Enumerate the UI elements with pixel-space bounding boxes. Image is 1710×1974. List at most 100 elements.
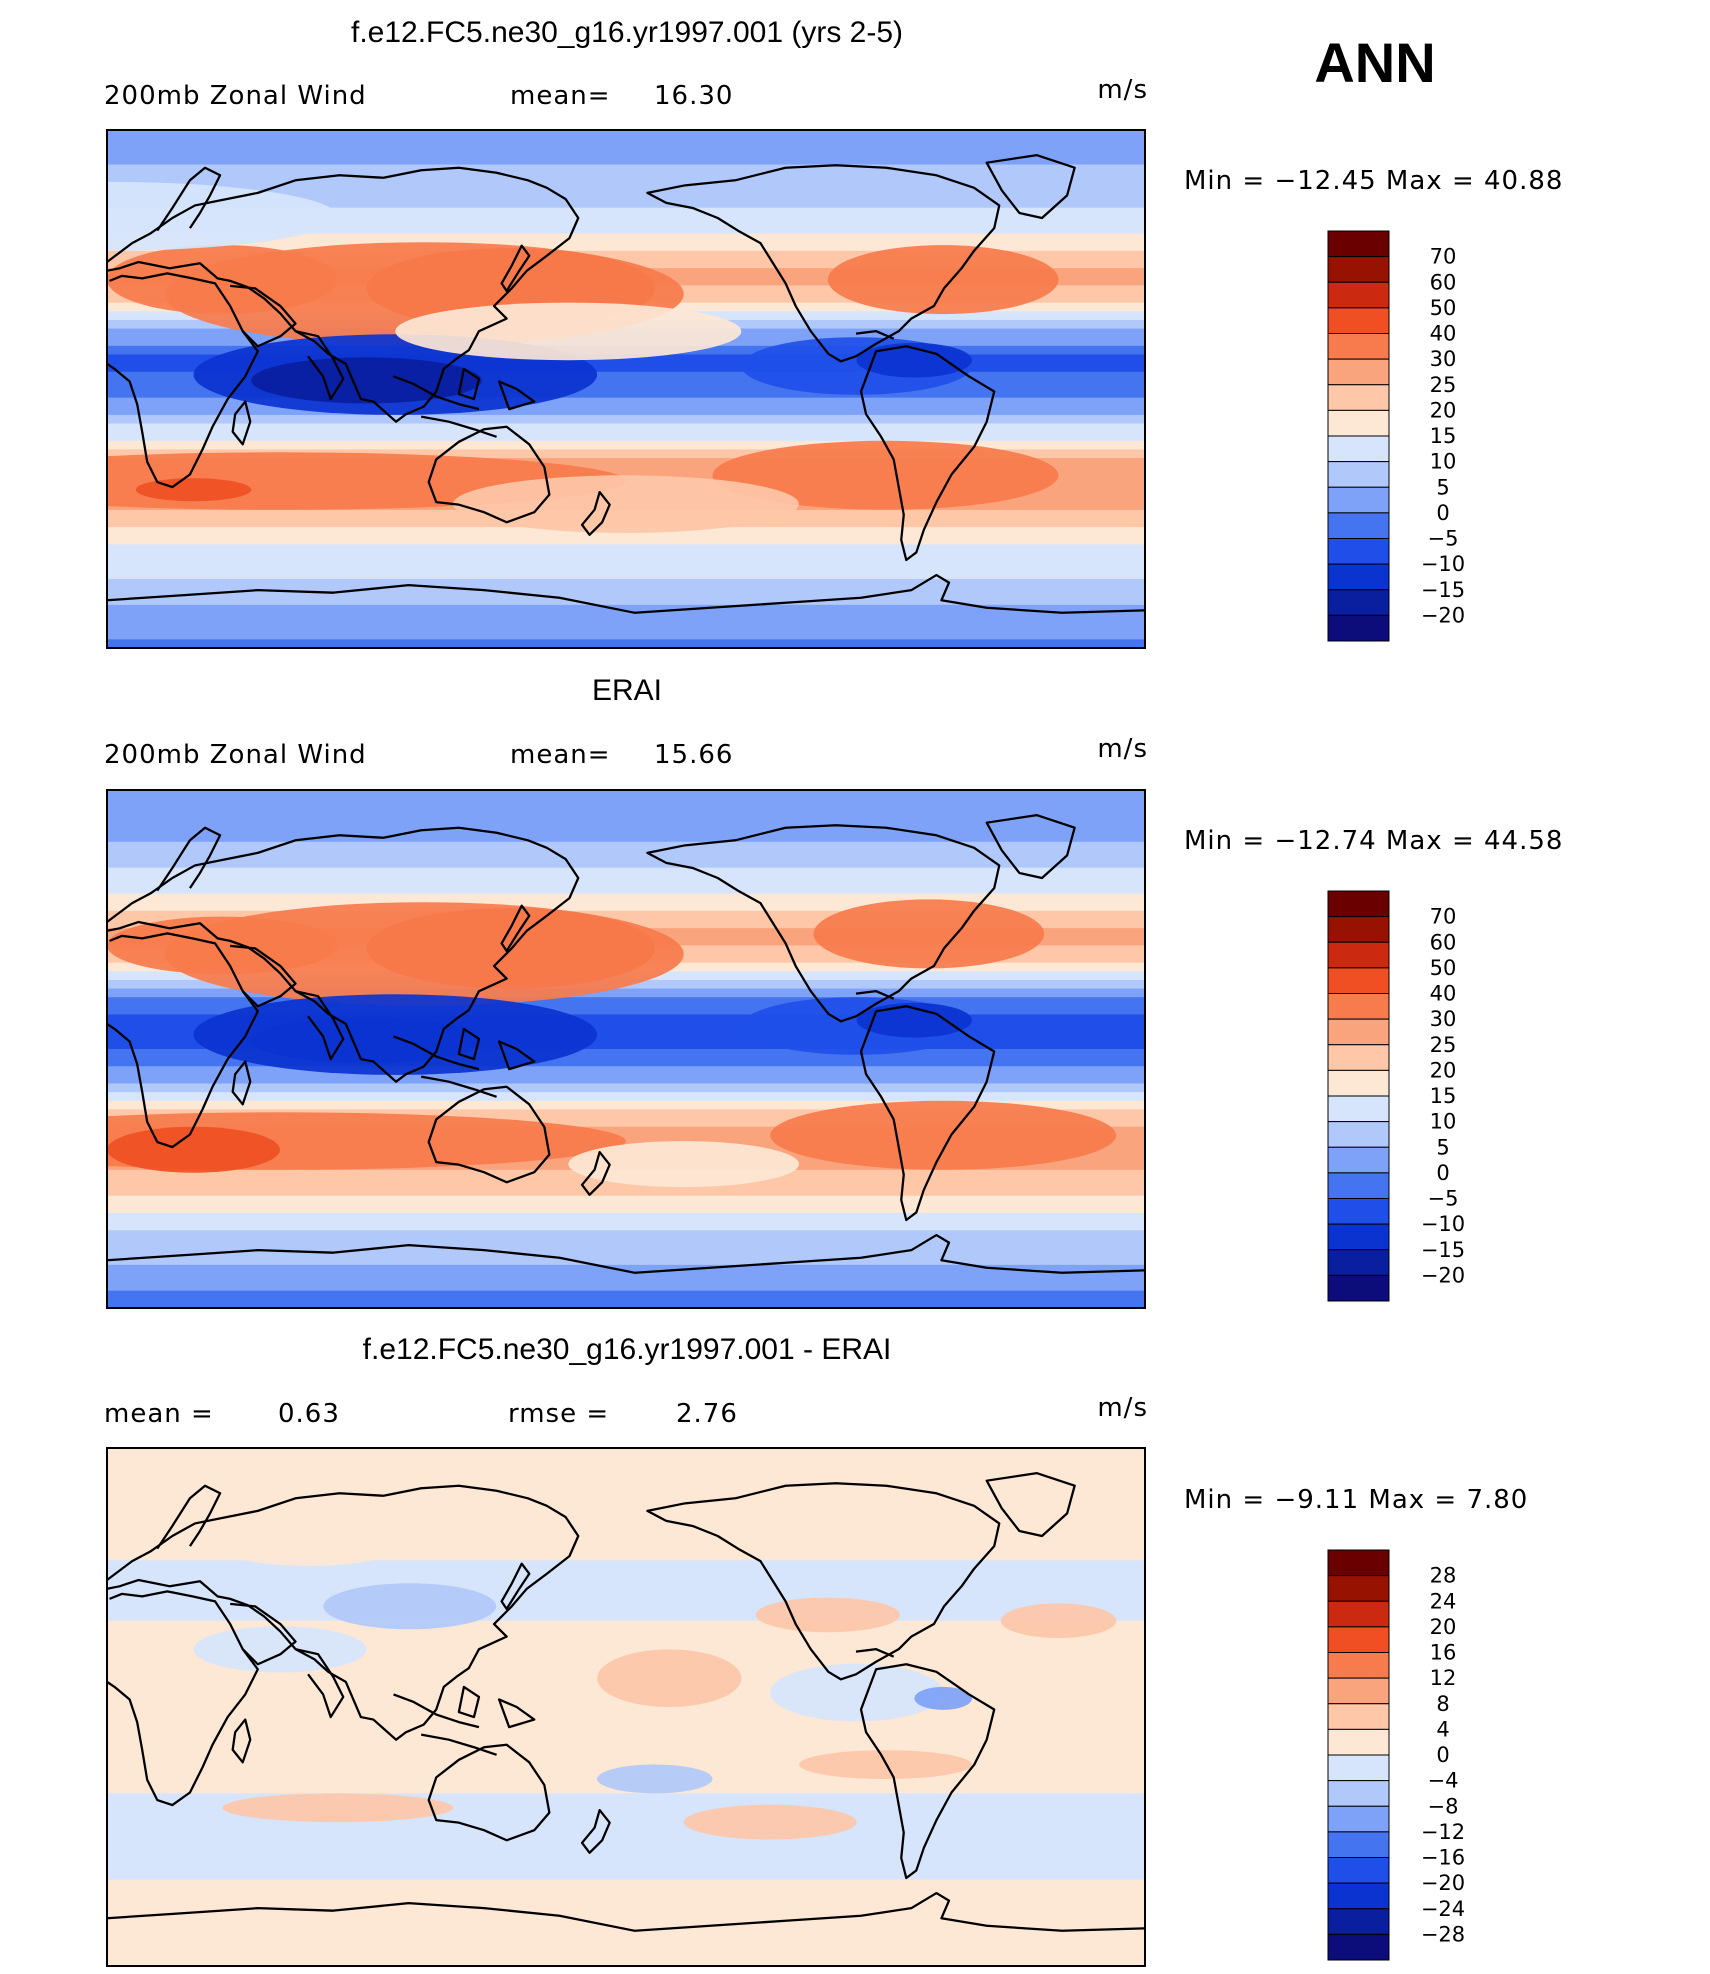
- colorbar-tick-label: 40: [1430, 322, 1457, 346]
- wind-band: [107, 173, 1145, 183]
- wind-band: [107, 389, 1145, 399]
- colorbar-box: [1327, 1575, 1390, 1602]
- colorbar-tick-label: 30: [1430, 347, 1457, 371]
- colorbar-tick-label: 70: [1430, 905, 1457, 929]
- colorbar-box: [1327, 1754, 1390, 1782]
- wind-anomaly-blob: [107, 181, 338, 251]
- wind-field: [107, 790, 1145, 1308]
- wind-band: [107, 216, 1145, 226]
- wind-band: [107, 371, 1145, 382]
- wind-band: [107, 1741, 1145, 1751]
- map-frame: [106, 129, 1146, 649]
- colorbar-box: [1327, 1600, 1390, 1628]
- wind-band: [107, 578, 1145, 589]
- wind-band: [107, 1023, 1145, 1033]
- colorbar-box: [1327, 281, 1390, 309]
- colorbar-tick-label: 8: [1436, 1692, 1449, 1716]
- colorbar-box: [1327, 538, 1390, 565]
- panel-title: f.e12.FC5.ne30_g16.yr1997.001 (yrs 2-5): [351, 16, 903, 49]
- colorbar-tick-label: 12: [1430, 1666, 1457, 1690]
- wind-band: [107, 1282, 1145, 1292]
- wind-band: [107, 1560, 1145, 1570]
- colorbar-box: [1327, 1831, 1390, 1859]
- wind-band: [107, 1715, 1145, 1726]
- colorbar-tick-label: 25: [1430, 1033, 1457, 1057]
- colorbar-tick-label: −20: [1421, 1871, 1465, 1895]
- wind-band: [107, 1273, 1145, 1283]
- wind-band: [107, 1724, 1145, 1734]
- colorbar-tick-label: 24: [1430, 1589, 1457, 1613]
- colorbar-tick-label: 15: [1430, 1084, 1457, 1108]
- wind-band: [107, 1299, 1145, 1308]
- colorbar-tick-label: 20: [1430, 1615, 1457, 1639]
- colorbar-tick-label: 10: [1430, 450, 1457, 474]
- panel-diff: f.e12.FC5.ne30_g16.yr1997.001 - ERAI mea…: [104, 1333, 1527, 1967]
- wind-band: [107, 1568, 1145, 1579]
- wind-band: [107, 224, 1145, 235]
- wind-band: [107, 1879, 1145, 1890]
- wind-band: [107, 1195, 1145, 1206]
- mean-label: mean=: [510, 81, 611, 111]
- wind-band: [107, 1905, 1145, 1915]
- wind-band: [107, 1092, 1145, 1102]
- wind-band: [107, 199, 1145, 209]
- season-label: ANN: [1314, 31, 1435, 94]
- wind-band: [107, 867, 1145, 878]
- colorbar-box: [1327, 1728, 1390, 1756]
- panel-obs: ERAI 200mb Zonal Wind mean= 15.66 m/s Mi…: [104, 674, 1562, 1309]
- wind-band: [107, 440, 1145, 451]
- colorbar-box: [1327, 1069, 1390, 1097]
- wind-band: [107, 207, 1145, 218]
- wind-band: [107, 988, 1145, 998]
- wind-anomaly-blob: [395, 302, 742, 361]
- wind-anomaly-blob: [597, 1649, 742, 1707]
- wind-band: [107, 1862, 1145, 1872]
- colorbar-box: [1327, 409, 1390, 437]
- colorbar-box: [1327, 461, 1390, 488]
- colorbar-tick-label: −16: [1421, 1846, 1465, 1870]
- colorbar-tick-label: 0: [1436, 1743, 1449, 1767]
- wind-band: [107, 561, 1145, 572]
- wind-anomaly-blob: [856, 1002, 972, 1038]
- wind-band: [107, 449, 1145, 459]
- wind-band: [107, 1707, 1145, 1717]
- wind-band: [107, 354, 1145, 364]
- colorbar-box: [1327, 230, 1390, 258]
- colorbar-box: [1327, 1703, 1390, 1730]
- colorbar-box: [1327, 512, 1390, 540]
- wind-band: [107, 884, 1145, 895]
- colorbar-box: [1327, 1626, 1390, 1654]
- colorbar-box: [1327, 1018, 1390, 1046]
- wind-anomaly-blob: [107, 916, 338, 975]
- colorbar-tick-label: 40: [1430, 982, 1457, 1006]
- colorbar-box: [1327, 890, 1390, 918]
- wind-band: [107, 1290, 1145, 1301]
- colorbar-box: [1327, 486, 1390, 514]
- colorbar-tick-label: 4: [1436, 1717, 1449, 1741]
- wind-band: [107, 1031, 1145, 1042]
- wind-band: [107, 1758, 1145, 1769]
- wind-band: [107, 1534, 1145, 1544]
- mean-label: mean=: [510, 740, 611, 770]
- wind-anomaly-blob: [770, 1663, 944, 1722]
- wind-band: [107, 397, 1145, 408]
- wind-band: [107, 1871, 1145, 1881]
- wind-band: [107, 1948, 1145, 1959]
- rmse-label: rmse =: [508, 1399, 609, 1429]
- wind-anomaly-blob: [856, 342, 972, 378]
- colorbar-tick-label: 20: [1430, 398, 1457, 422]
- wind-band: [107, 902, 1145, 912]
- colorbar-box: [1327, 333, 1390, 360]
- variable-label: 200mb Zonal Wind: [104, 81, 367, 111]
- wind-band: [107, 1482, 1145, 1492]
- wind-anomaly-blob: [251, 357, 482, 404]
- wind-band: [107, 1801, 1145, 1812]
- colorbar-box: [1327, 1146, 1390, 1174]
- colorbar-tick-label: 10: [1430, 1110, 1457, 1134]
- wind-band: [107, 380, 1145, 390]
- map-plot: [106, 1447, 1146, 1967]
- colorbar-tick-label: −5: [1428, 1187, 1459, 1211]
- colorbar-tick-label: 28: [1430, 1564, 1457, 1588]
